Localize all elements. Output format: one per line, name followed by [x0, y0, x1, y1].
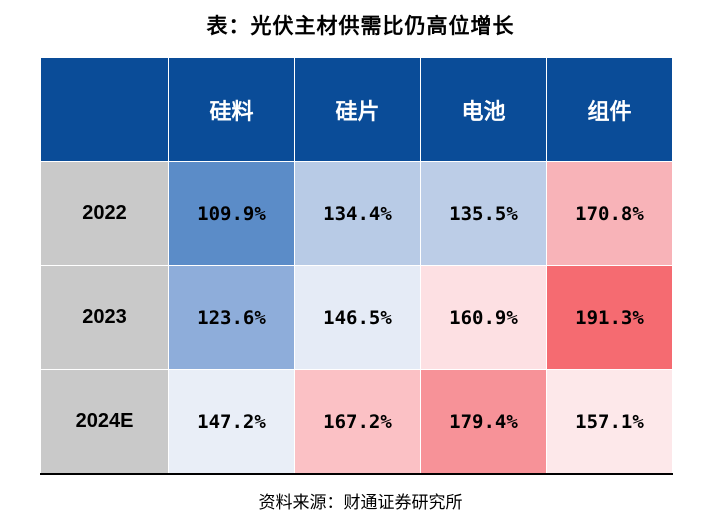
row-year-cell: 2023 [40, 265, 169, 370]
value-cell: 179.4% [420, 369, 547, 474]
value-cell: 134.4% [294, 161, 421, 266]
row-year-cell: 2022 [40, 161, 169, 266]
header-row: 硅料 硅片 电池 组件 [40, 57, 673, 162]
header-corner-cell [40, 57, 169, 162]
header-cell-wafer: 硅片 [294, 57, 421, 162]
value-cell: 160.9% [420, 265, 547, 370]
value-cell: 146.5% [294, 265, 421, 370]
table-row: 2022 109.9% 134.4% 135.5% 170.8% [40, 161, 673, 266]
table-row: 2023 123.6% 146.5% 160.9% 191.3% [40, 265, 673, 370]
table-bottom-border [40, 473, 673, 475]
value-cell: 135.5% [420, 161, 547, 266]
header-cell-module: 组件 [546, 57, 673, 162]
value-cell: 191.3% [546, 265, 673, 370]
header-cell-polysilicon: 硅料 [168, 57, 295, 162]
value-cell: 109.9% [168, 161, 295, 266]
value-cell: 157.1% [546, 369, 673, 474]
supply-demand-table: 硅料 硅片 电池 组件 2022 109.9% 134.4% 135.5% 17… [40, 57, 673, 474]
value-cell: 147.2% [168, 369, 295, 474]
value-cell: 170.8% [546, 161, 673, 266]
value-cell: 167.2% [294, 369, 421, 474]
table-title: 表：光伏主材供需比仍高位增长 [206, 14, 515, 38]
value-cell: 123.6% [168, 265, 295, 370]
row-year-cell: 2024E [40, 369, 169, 474]
header-cell-cell: 电池 [420, 57, 547, 162]
source-note: 资料来源：财通证券研究所 [258, 493, 463, 513]
table-row: 2024E 147.2% 167.2% 179.4% 157.1% [40, 369, 673, 474]
